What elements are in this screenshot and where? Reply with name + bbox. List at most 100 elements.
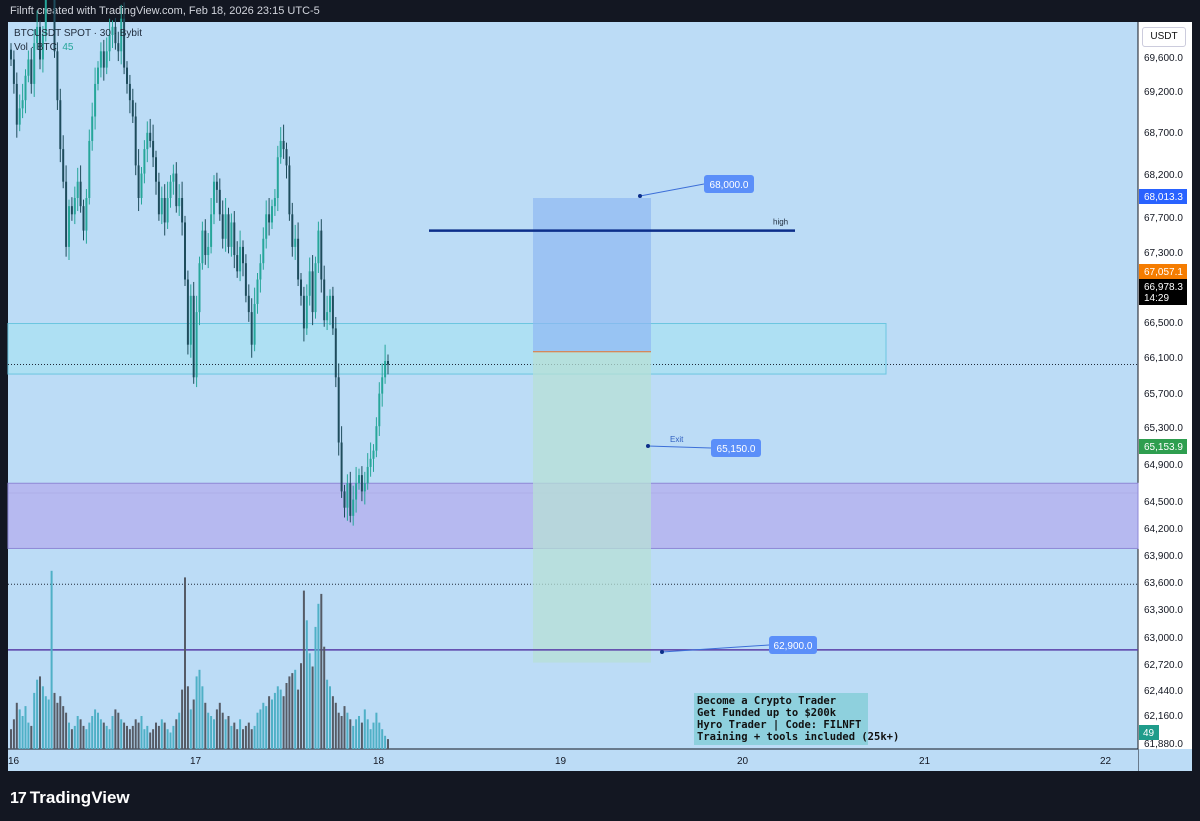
volume-bar[interactable] [195, 676, 198, 749]
candle[interactable] [384, 361, 387, 378]
current-price-badge[interactable] [1139, 279, 1187, 305]
candle[interactable] [181, 198, 184, 223]
candle[interactable] [175, 173, 178, 207]
candle[interactable] [302, 295, 305, 329]
candle[interactable] [99, 51, 102, 68]
candle[interactable] [140, 173, 143, 198]
candle[interactable] [15, 83, 18, 125]
candle[interactable] [326, 312, 329, 321]
candle[interactable] [30, 59, 33, 84]
candle[interactable] [102, 51, 105, 68]
candle[interactable] [184, 222, 186, 280]
volume-bar[interactable] [282, 696, 285, 749]
volume-bar[interactable] [369, 729, 372, 749]
candle[interactable] [91, 116, 94, 141]
volume-bar[interactable] [265, 706, 268, 749]
volume-bar[interactable] [358, 716, 360, 749]
volume-bar[interactable] [343, 706, 346, 749]
candle[interactable] [128, 83, 131, 101]
candle[interactable] [337, 377, 340, 443]
candle[interactable] [346, 483, 349, 508]
volume-bar[interactable] [331, 696, 334, 749]
volume-bar[interactable] [134, 719, 137, 749]
candle[interactable] [265, 214, 268, 239]
volume-bar[interactable] [39, 676, 41, 749]
candle[interactable] [375, 426, 378, 451]
volume-bar[interactable] [131, 725, 134, 749]
volume-bar[interactable] [279, 689, 282, 749]
volume-bar[interactable] [30, 725, 33, 749]
volume-bar[interactable] [21, 716, 24, 749]
candle[interactable] [291, 214, 294, 247]
lower-callout-box[interactable] [769, 636, 817, 654]
volume-bar[interactable] [291, 673, 294, 749]
volume-bar[interactable] [337, 712, 340, 749]
volume-bar[interactable] [152, 729, 155, 749]
volume-bar[interactable] [15, 702, 18, 749]
volume-bar[interactable] [294, 669, 297, 749]
volume-bar[interactable] [146, 725, 149, 749]
supply-zone[interactable] [7, 323, 887, 375]
volume-bar[interactable] [169, 732, 172, 750]
candle[interactable] [65, 181, 68, 247]
volume-bar[interactable] [184, 577, 186, 749]
exit-callout-anchor[interactable] [646, 444, 650, 448]
candle[interactable] [294, 238, 297, 247]
candle[interactable] [323, 279, 326, 321]
time-axis[interactable] [8, 749, 1138, 771]
candle[interactable] [271, 206, 273, 223]
candle[interactable] [236, 255, 239, 272]
candle[interactable] [12, 59, 15, 84]
volume-bar[interactable] [97, 712, 99, 749]
volume-bar[interactable] [108, 729, 111, 749]
volume-bar[interactable] [140, 716, 143, 749]
candle[interactable] [331, 295, 334, 329]
candle[interactable] [36, 26, 39, 44]
volume-bar[interactable] [163, 722, 166, 749]
volume-bar[interactable] [256, 712, 259, 749]
candle[interactable] [201, 230, 204, 264]
candle[interactable] [126, 67, 128, 84]
candle[interactable] [166, 198, 169, 223]
volume-bar[interactable] [273, 692, 276, 749]
lower-callout-anchor[interactable] [660, 650, 664, 654]
candle[interactable] [215, 181, 218, 190]
volume-bar[interactable] [276, 686, 279, 749]
exit-callout-box[interactable] [711, 439, 761, 457]
volume-bar[interactable] [186, 686, 189, 749]
volume-bar[interactable] [366, 719, 369, 749]
candle[interactable] [155, 157, 157, 182]
candle[interactable] [178, 198, 181, 207]
candle[interactable] [62, 149, 65, 182]
volume-bar[interactable] [210, 716, 213, 749]
candle[interactable] [340, 442, 343, 492]
volume-bar[interactable] [323, 646, 326, 749]
candle[interactable] [24, 75, 27, 101]
high-price-marker-badge[interactable] [1139, 189, 1187, 204]
candle[interactable] [149, 132, 152, 141]
volume-bar[interactable] [111, 716, 114, 749]
candle[interactable] [305, 295, 308, 329]
candle[interactable] [186, 279, 189, 345]
candle[interactable] [308, 271, 311, 296]
volume-bar[interactable] [94, 709, 97, 749]
candle[interactable] [218, 189, 221, 215]
candle[interactable] [297, 238, 300, 280]
volume-bar[interactable] [160, 719, 163, 749]
candle[interactable] [381, 377, 384, 394]
candle[interactable] [253, 303, 256, 345]
volume-bar[interactable] [68, 722, 70, 749]
candle[interactable] [157, 181, 160, 215]
volume-bar[interactable] [247, 722, 250, 749]
stop-price-marker-badge[interactable] [1139, 439, 1187, 454]
volume-bar[interactable] [36, 679, 39, 749]
candle[interactable] [282, 140, 285, 150]
candle[interactable] [131, 100, 134, 117]
tradingview-logo[interactable]: 17 TradingView [10, 788, 130, 808]
volume-bar[interactable] [288, 676, 291, 749]
candle[interactable] [192, 295, 195, 378]
volume-bar[interactable] [387, 739, 389, 749]
volume-bar[interactable] [12, 719, 15, 749]
volume-bar[interactable] [233, 722, 236, 749]
candle[interactable] [76, 181, 79, 198]
